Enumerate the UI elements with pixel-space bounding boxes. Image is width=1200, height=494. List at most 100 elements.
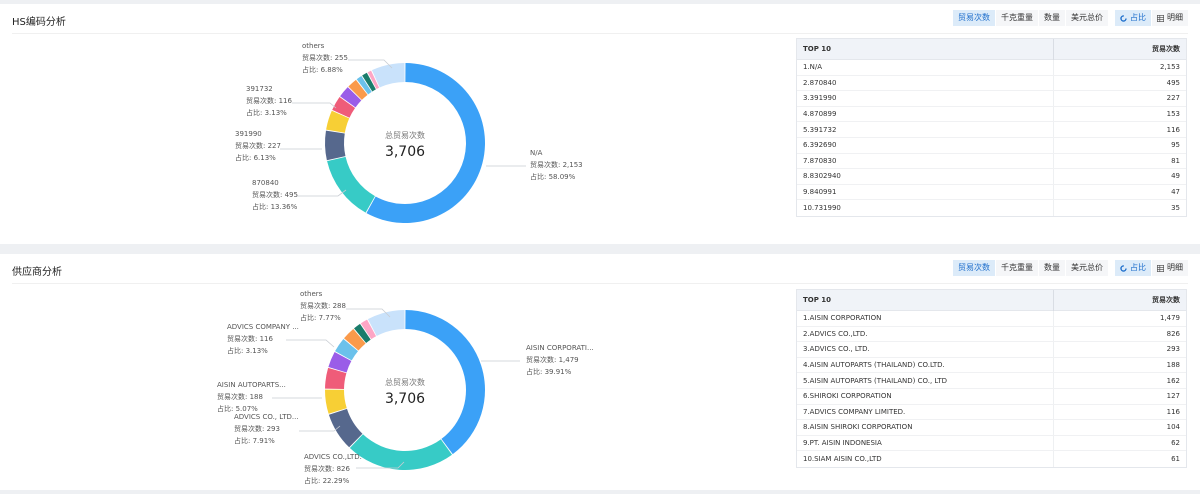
top10-table: TOP 10 贸易次数 1.N/A 2,153 2.870840 495 3.391… [796, 38, 1187, 217]
header-top10: TOP 10 [797, 38, 1054, 60]
metric-usd-total-button[interactable]: 美元总价 [1066, 10, 1108, 26]
metric-weight-kg-button[interactable]: 千克重量 [996, 10, 1038, 26]
supplier-panel: 供应商分析 贸易次数 千克重量 数量 美元总价 占比 明细 总贸易次数 3,70… [0, 254, 1200, 490]
donut-slice[interactable] [348, 79, 368, 100]
row-value: 293 [1166, 345, 1180, 354]
leader-line [296, 189, 347, 197]
label-count: 贸易次数: 116 [246, 97, 292, 105]
leader-line [292, 102, 337, 109]
donut-slice[interactable] [367, 310, 405, 336]
title-divider [12, 283, 1188, 284]
donut-slice[interactable] [326, 110, 350, 133]
donut-slice[interactable] [332, 97, 356, 118]
label-count: 贸易次数: 227 [235, 142, 281, 150]
label-pct: 占比: 3.13% [246, 109, 287, 117]
donut-slice[interactable] [354, 323, 371, 343]
row-value: 47 [1171, 188, 1180, 197]
row-value: 162 [1166, 376, 1180, 385]
donut-slice[interactable] [328, 351, 352, 373]
view-ratio-label: 占比 [1130, 13, 1146, 22]
leader-line [286, 339, 335, 348]
header-trade-count[interactable]: 贸易次数 [1152, 45, 1180, 53]
metric-quantity-button[interactable]: 数量 [1039, 10, 1065, 26]
metric-trade-count-button[interactable]: 贸易次数 [953, 10, 995, 26]
row-value: 81 [1171, 156, 1180, 165]
label-count: 贸易次数: 288 [300, 302, 346, 310]
row-value: 104 [1166, 423, 1180, 432]
label-count: 贸易次数: 2,153 [530, 161, 583, 169]
label-name: 391732 [246, 85, 273, 93]
leader-line [348, 59, 393, 69]
label-pct: 占比: 13.36% [252, 203, 298, 211]
donut-slice[interactable] [328, 408, 363, 448]
view-detail-label: 明细 [1167, 263, 1183, 272]
table-row: 1.N/A 2,153 [797, 60, 1186, 76]
donut-slice[interactable] [340, 87, 362, 108]
top10-table: TOP 10 贸易次数 1.AISIN CORPORATION 1,479 2.A… [796, 289, 1187, 468]
center-label: 总贸易次数 [385, 378, 425, 387]
label-pct: 占比: 3.13% [227, 347, 268, 355]
metric-usd-total-button[interactable]: 美元总价 [1066, 260, 1108, 276]
view-detail-label: 明细 [1167, 13, 1183, 22]
donut-slice[interactable] [325, 367, 347, 389]
label-pct: 占比: 58.09% [530, 173, 576, 181]
label-pct: 占比: 7.77% [300, 314, 341, 322]
donut-slice[interactable] [344, 328, 366, 351]
donut-slice[interactable] [325, 389, 347, 414]
metric-trade-count-button[interactable]: 贸易次数 [953, 260, 995, 276]
donut-slice[interactable] [405, 310, 485, 455]
donut-slice[interactable] [367, 70, 380, 90]
table-row: 4.AISIN AUTOPARTS (THAILAND) CO.LTD. 188 [797, 357, 1186, 374]
slice-label-na: N/A 贸易次数: 2,153 占比: 58.09% [530, 147, 583, 183]
label-pct: 占比: 22.29% [304, 477, 350, 485]
donut-slice[interactable] [362, 72, 376, 92]
panel-title: 供应商分析 [12, 267, 62, 278]
metric-quantity-button[interactable]: 数量 [1039, 260, 1065, 276]
slice-label-advics-company: ADVICS COMPANY ... 贸易次数: 116 占比: 3.13% [227, 321, 299, 357]
row-name: 5.AISIN AUTOPARTS (THAILAND) CO., LTD [797, 373, 1054, 388]
donut-slice[interactable] [349, 434, 453, 470]
row-name: 9.PT. AISIN INDONESIA [797, 435, 1054, 451]
donut-svg [272, 308, 520, 470]
row-name: 8.AISIN SHIROKI CORPORATION [797, 420, 1054, 435]
donut-slice[interactable] [371, 63, 405, 88]
label-name: 391990 [235, 130, 262, 138]
donut-slice[interactable] [335, 338, 359, 361]
label-count: 贸易次数: 188 [217, 393, 263, 401]
row-value: 495 [1166, 78, 1180, 87]
center-label: 总贸易次数 [385, 131, 425, 140]
hs-code-panel: HS编码分析 贸易次数 千克重量 数量 美元总价 占比 明细 总贸易次数 3,7… [0, 4, 1200, 244]
row-value: 116 [1166, 407, 1180, 416]
donut-icon [1120, 14, 1127, 22]
label-name: ADVICS COMPANY ... [227, 323, 299, 331]
view-ratio-button[interactable]: 占比 [1115, 10, 1151, 26]
metric-weight-kg-button[interactable]: 千克重量 [996, 260, 1038, 276]
view-detail-button[interactable]: 明细 [1152, 260, 1188, 276]
view-detail-button[interactable]: 明细 [1152, 10, 1188, 26]
donut-slice[interactable] [360, 319, 377, 340]
leader-line [356, 461, 405, 469]
label-pct: 占比: 6.13% [235, 154, 276, 162]
row-name: 9.840991 [797, 184, 1054, 200]
donut-icon [1120, 264, 1127, 272]
slice-label-aisin-corporation: AISIN CORPORATI... 贸易次数: 1,479 占比: 39.91… [526, 342, 594, 378]
slice-label-others: others 贸易次数: 255 占比: 6.88% [302, 40, 348, 76]
donut-slice[interactable] [366, 63, 485, 224]
donut-slice[interactable] [356, 75, 372, 95]
row-name: 8.8302940 [797, 169, 1054, 184]
slice-label-others: others 贸易次数: 288 占比: 7.77% [300, 288, 346, 324]
donut-slice[interactable] [325, 130, 346, 161]
label-pct: 占比: 39.91% [526, 368, 572, 376]
view-ratio-button[interactable]: 占比 [1115, 260, 1151, 276]
title-divider [12, 33, 1188, 34]
header-trade-count[interactable]: 贸易次数 [1152, 296, 1180, 304]
row-value: 1,479 [1159, 314, 1180, 323]
table-row: 8.AISIN SHIROKI CORPORATION 104 [797, 420, 1186, 436]
row-value: 2,153 [1159, 63, 1180, 72]
row-name: 3.391990 [797, 91, 1054, 106]
donut-slice[interactable] [327, 156, 375, 213]
table-row: 5.AISIN AUTOPARTS (THAILAND) CO., LTD 162 [797, 373, 1186, 389]
leader-line [346, 308, 391, 318]
table-row: 9.PT. AISIN INDONESIA 62 [797, 435, 1186, 452]
label-count: 贸易次数: 293 [234, 425, 280, 433]
